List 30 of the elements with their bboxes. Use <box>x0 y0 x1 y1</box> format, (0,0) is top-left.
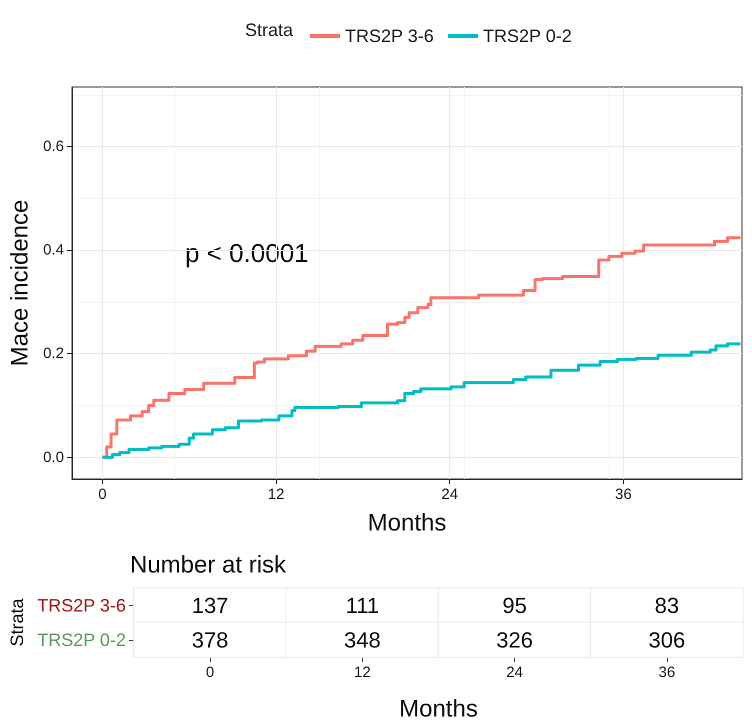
data-label: 326 <box>496 627 533 652</box>
x-tick-label: 12 <box>354 664 371 681</box>
x-tick-label: 24 <box>506 664 523 681</box>
data-label: 348 <box>344 627 381 652</box>
legend-label: TRS2P 0-2 <box>483 26 572 46</box>
data-label: 83 <box>654 592 680 618</box>
chart-title: Number at risk <box>130 552 288 578</box>
data-label: 137 <box>192 592 228 618</box>
data-label: 111 <box>346 592 380 618</box>
y-tick-label: 0.4 <box>43 242 64 259</box>
y-tick-label: 0.2 <box>43 345 64 362</box>
y-tick-label: 0.0 <box>43 448 64 466</box>
y-axis-title: Mace incidence <box>6 200 34 366</box>
y-axis-title: Strata <box>7 598 27 647</box>
y-tick-label: TRS2P 0-2 <box>37 630 126 650</box>
x-tick-label: 0 <box>206 664 214 681</box>
data-label: 306 <box>648 627 686 652</box>
data-label: 378 <box>192 627 228 652</box>
x-tick-label: 24 <box>441 486 458 503</box>
x-tick-label: 0 <box>98 486 107 503</box>
x-tick-label: 36 <box>614 486 632 503</box>
x-axis-title: Months <box>399 696 478 722</box>
x-tick-label: 12 <box>268 486 284 503</box>
y-tick-label: TRS2P 3-6 <box>37 595 126 616</box>
y-tick-label: 0.6 <box>43 138 64 156</box>
x-axis-title: Months <box>368 510 446 536</box>
data-label: 95 <box>502 592 527 618</box>
legend-title: Strata <box>245 20 294 40</box>
legend-label: TRS2P 3-6 <box>345 26 434 46</box>
x-tick-label: 36 <box>658 664 676 681</box>
